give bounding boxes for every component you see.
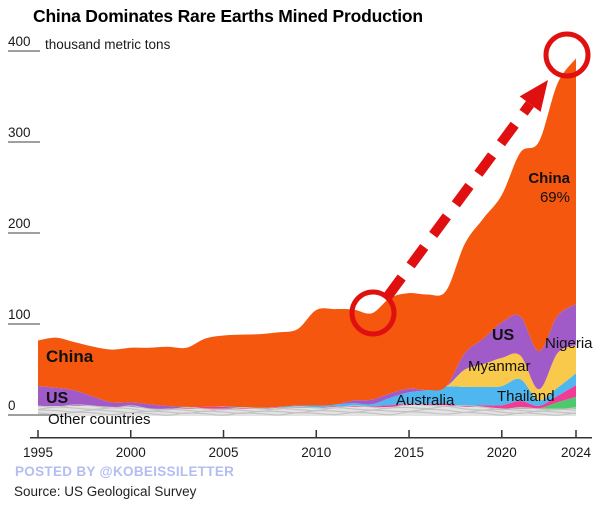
area-myanmar [38, 345, 576, 409]
area-china [38, 58, 576, 408]
y-tick-label-100: 100 [8, 307, 40, 325]
series-label-us: US [46, 390, 69, 407]
y-tick-label-300: 300 [8, 125, 40, 143]
trend-arrow-head [519, 80, 548, 112]
x-tick-label-2010: 2010 [301, 445, 332, 460]
series-label-thailand: Thailand [497, 388, 555, 405]
series-label-china: China [46, 347, 94, 366]
y-tick-label-0: 0 [8, 398, 58, 416]
x-tick [315, 430, 318, 437]
x-tick [37, 430, 39, 437]
posted-by-watermark: POSTED BY @KOBEISSILETTER [15, 464, 235, 479]
series-label-69-: 69% [539, 189, 570, 206]
trend-arrow-shaft [383, 101, 535, 299]
area-australia [38, 373, 576, 409]
x-tick [130, 430, 132, 437]
x-tick-label-1995: 1995 [22, 445, 54, 460]
x-tick-label-2015: 2015 [394, 445, 425, 460]
series-label-australia: Australia [396, 392, 455, 409]
area-us [38, 304, 576, 409]
x-tick [501, 430, 503, 437]
y-tick-label-200: 200 [8, 216, 40, 234]
area-thailand [38, 385, 576, 409]
x-tick [222, 430, 225, 437]
x-tick-label-2000: 2000 [115, 445, 146, 460]
other-countries-line [37, 403, 577, 411]
series-label-china: China [528, 170, 570, 187]
x-tick [408, 430, 410, 437]
chart-title: China Dominates Rare Earths Mined Produc… [33, 6, 423, 26]
other-countries-line [37, 411, 577, 416]
series-label-nigeria: Nigeria [545, 335, 593, 352]
highlight-circle-2 [543, 31, 591, 79]
y-tick-label-400: 400 [8, 34, 40, 52]
series-label-myanmar: Myanmar [468, 358, 531, 375]
x-tick-label-2020: 2020 [486, 445, 517, 460]
series-label-other-countries: Other countries [48, 411, 151, 428]
highlight-circle-1 [349, 289, 397, 337]
x-axis-line [30, 437, 592, 439]
x-tick-label-2024: 2024 [560, 445, 592, 460]
x-tick-label-2005: 2005 [208, 445, 239, 460]
x-tick [575, 430, 577, 437]
series-label-us: US [492, 327, 515, 344]
unit-label: thousand metric tons [45, 37, 171, 52]
source-credit: Source: US Geological Survey [14, 484, 197, 499]
